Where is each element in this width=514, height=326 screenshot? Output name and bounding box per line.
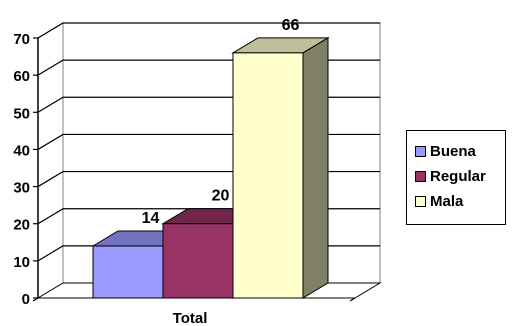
bar-mala: [231, 36, 330, 299]
legend-item-mala: Mala: [415, 189, 505, 214]
legend-label-mala: Mala: [430, 193, 464, 210]
legend-swatch-regular: [415, 171, 426, 182]
data-labels: 14 20 66: [142, 17, 300, 227]
bar-front-buena: [92, 245, 164, 299]
data-label-mala: 66: [282, 17, 300, 34]
legend-swatch-buena: [415, 146, 426, 157]
x-tick-left: [32, 297, 39, 302]
chart-axes: [32, 37, 356, 302]
y-tick-label-40: 40: [13, 142, 30, 159]
x-axis-label: Total: [173, 310, 208, 326]
data-label-buena: 14: [142, 210, 160, 227]
gridline-70: [37, 22, 380, 39]
y-tick-label-70: 70: [13, 31, 30, 48]
bar-side-mala: [302, 36, 329, 299]
side-wall-panel: [37, 22, 64, 299]
y-tick-label-50: 50: [13, 105, 30, 122]
legend-item-regular: Regular: [415, 164, 505, 189]
legend: Buena Regular Mala: [406, 130, 506, 225]
y-axis-tick-labels: 0 10 20 30 40 50 60 70: [13, 31, 30, 308]
y-tick-label-10: 10: [13, 254, 30, 271]
bar-front-regular: [162, 223, 234, 299]
legend-label-buena: Buena: [430, 143, 476, 160]
y-tick-label-0: 0: [22, 291, 30, 308]
bar-front-mala: [232, 52, 304, 299]
data-label-regular: 20: [212, 188, 230, 205]
x-tick-right: [349, 297, 356, 302]
y-tick-label-60: 60: [13, 68, 30, 85]
legend-item-buena: Buena: [415, 139, 505, 164]
legend-swatch-mala: [415, 196, 426, 207]
y-tick-label-30: 30: [13, 180, 30, 197]
bars: [91, 36, 330, 299]
legend-label-regular: Regular: [430, 168, 486, 185]
y-tick-label-20: 20: [13, 217, 30, 234]
